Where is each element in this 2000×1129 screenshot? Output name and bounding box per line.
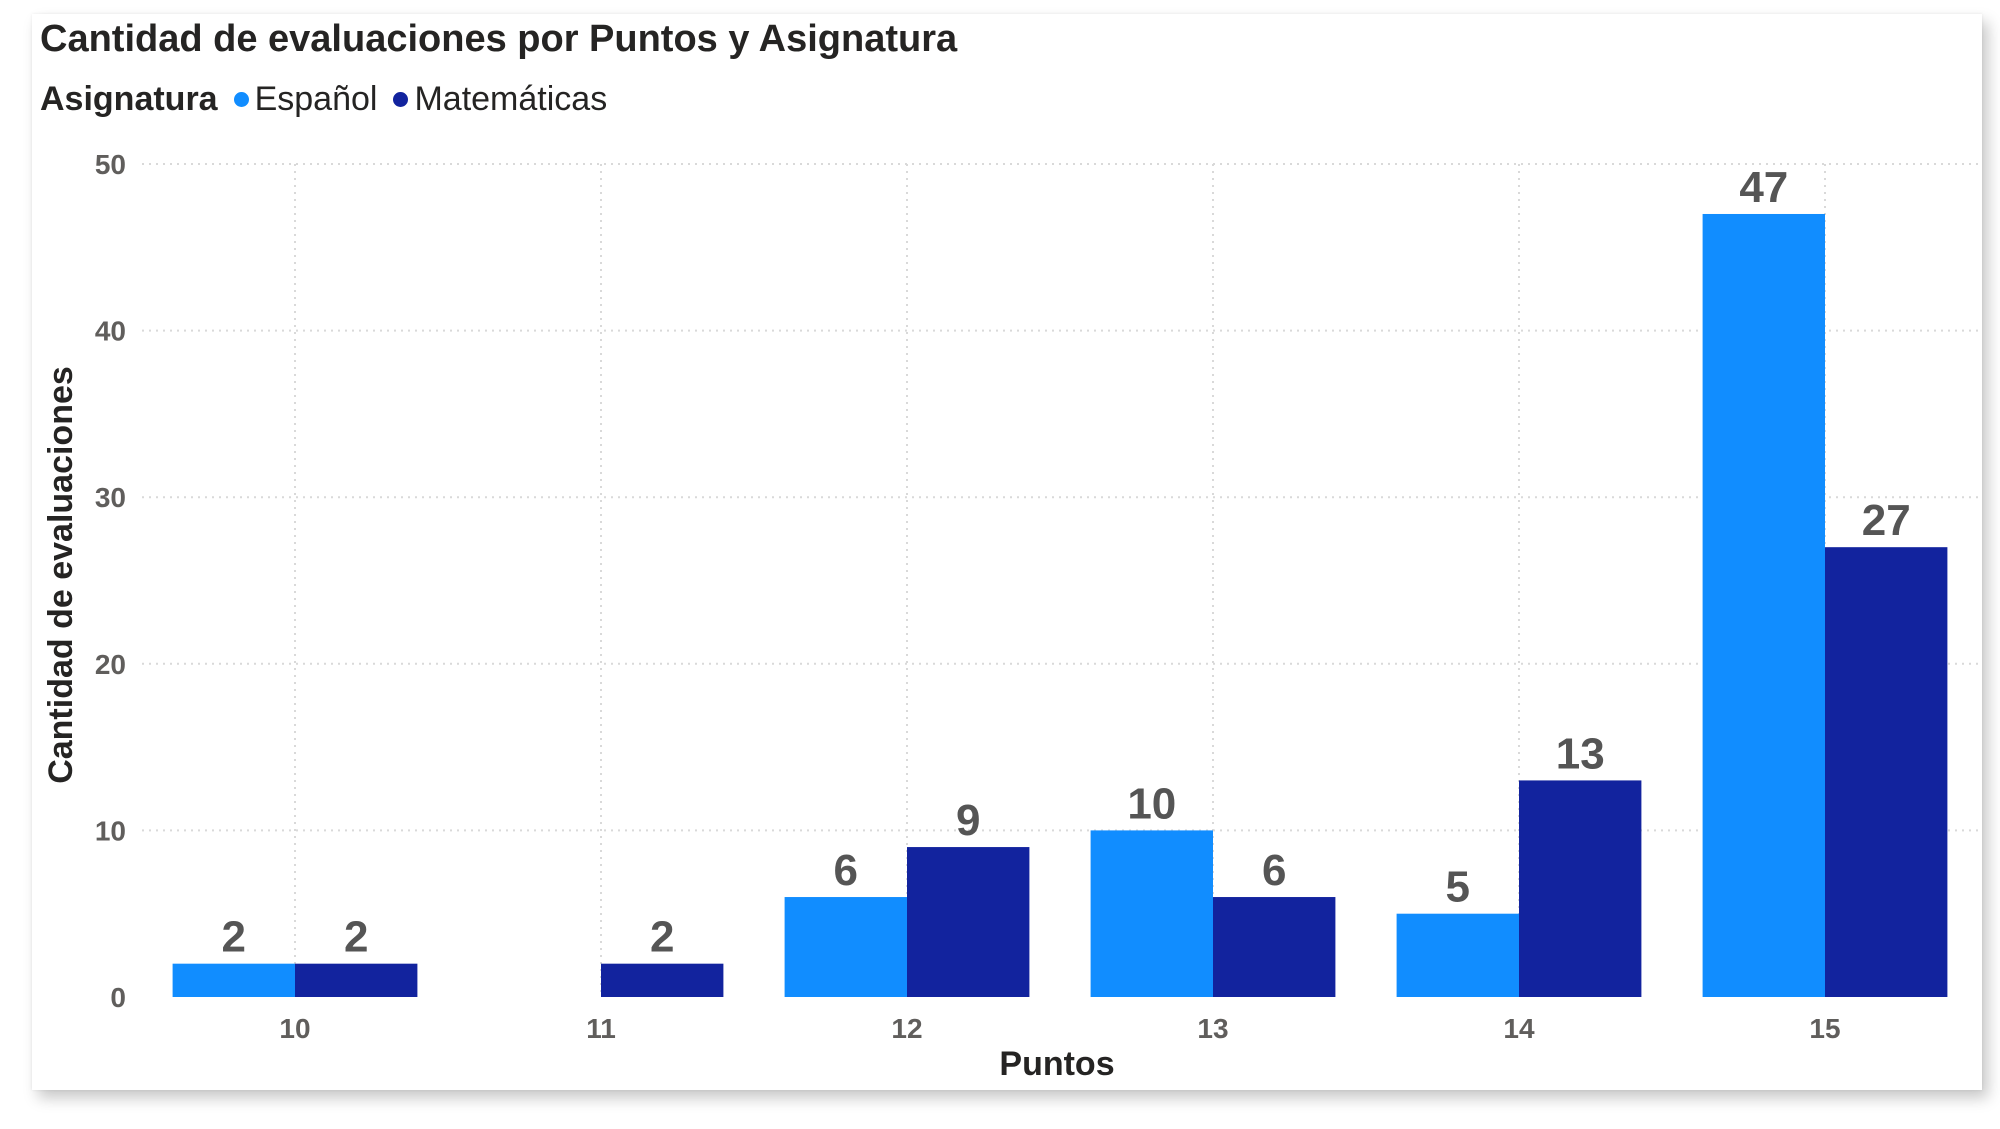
legend-label-matematicas: Matemáticas [414,80,608,118]
data-label-matematicas-14: 13 [1556,729,1605,778]
x-tick-label-15: 15 [1809,1013,1840,1044]
x-tick-label-10: 10 [279,1013,310,1044]
bar-matematicas-12[interactable] [907,847,1030,997]
y-tick-label-10: 10 [95,815,126,846]
data-labels: 2 6 10 5 47 2 2 9 6 13 27 [222,163,1911,962]
data-label-matematicas-13: 6 [1262,846,1286,895]
data-label-matematicas-11: 2 [650,913,674,962]
y-axis-ticks: 0 10 20 30 40 50 [95,149,126,1013]
data-label-matematicas-15: 27 [1862,496,1911,545]
data-label-matematicas-12: 9 [956,796,980,845]
bar-espanol-15[interactable] [1702,213,1825,998]
legend-dot-matematicas [393,92,409,107]
y-tick-label-40: 40 [95,316,126,347]
x-axis-title: Puntos [999,1045,1114,1083]
bar-espanol-13[interactable] [1090,830,1213,997]
bar-espanol-10[interactable] [172,963,295,997]
bars [172,213,1948,998]
legend-item-matematicas[interactable]: Matemáticas [393,80,607,119]
bar-espanol-12[interactable] [784,897,907,997]
data-label-espanol-13: 10 [1127,779,1176,828]
bar-matematicas-10[interactable] [295,963,418,997]
x-tick-label-11: 11 [586,1013,616,1044]
legend-item-espanol[interactable]: Español [233,80,378,119]
x-axis-ticks: 10 11 12 13 14 15 [279,1013,1840,1044]
data-label-espanol-12: 6 [834,846,858,895]
bar-matematicas-14[interactable] [1519,780,1642,997]
data-label-espanol-14: 5 [1446,863,1470,912]
y-tick-label-0: 0 [110,982,126,1013]
y-tick-label-20: 20 [95,649,126,680]
data-label-espanol-10: 2 [222,913,246,962]
legend-title: Asignatura [40,80,218,118]
bar-matematicas-11[interactable] [601,963,724,997]
x-tick-label-12: 12 [891,1013,922,1044]
legend: Asignatura Español Matemáticas [40,80,623,119]
y-tick-label-50: 50 [95,149,126,180]
legend-label-espanol: Español [254,80,378,118]
bar-matematicas-15[interactable] [1825,547,1948,997]
data-label-matematicas-10: 2 [344,913,368,962]
y-tick-label-30: 30 [95,482,126,513]
chart-title: Cantidad de evaluaciones por Puntos y As… [40,18,958,60]
x-tick-label-14: 14 [1503,1013,1535,1044]
data-label-espanol-15: 47 [1739,163,1788,212]
bar-matematicas-13[interactable] [1213,897,1336,997]
legend-dot-espanol [233,92,249,107]
bar-espanol-14[interactable] [1396,913,1519,997]
x-tick-label-13: 13 [1197,1013,1228,1044]
y-axis-title: Cantidad de evaluaciones [42,366,80,784]
